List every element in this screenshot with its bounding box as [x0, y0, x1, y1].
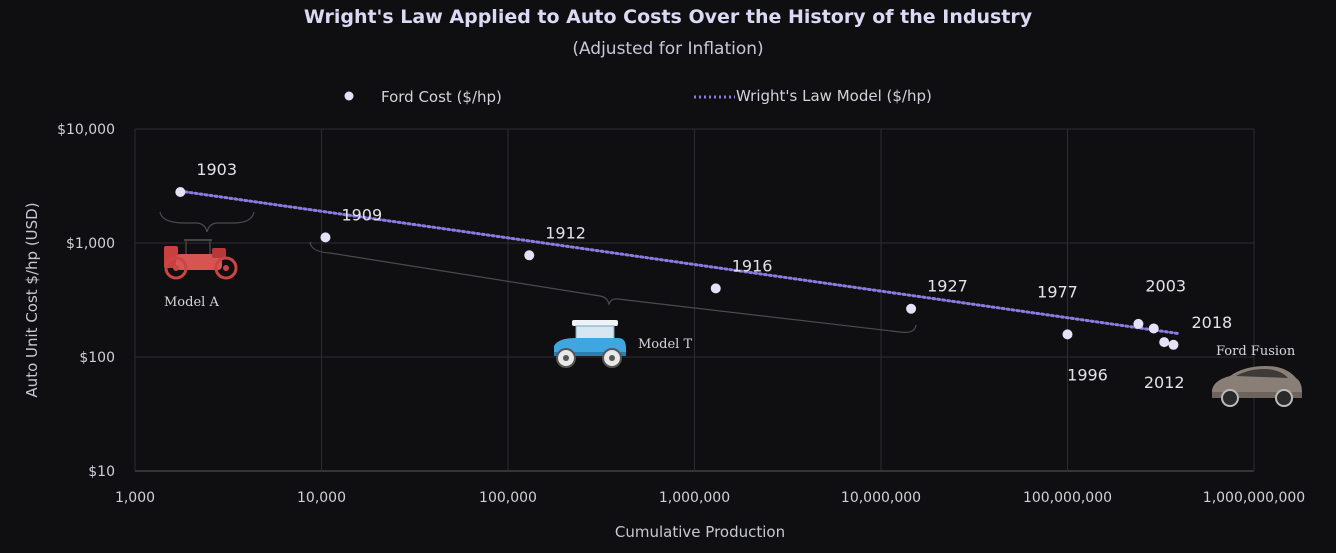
ford-cost-point — [1133, 318, 1144, 329]
y-axis-title: Auto Unit Cost $/hp (USD) — [23, 202, 41, 397]
grid-layer — [134, 128, 1255, 472]
wrights-law-model-line — [178, 189, 1182, 336]
chart-title: Wright's Law Applied to Auto Costs Over … — [304, 6, 1033, 28]
ford-cost-point — [175, 187, 186, 198]
year-annotation: 1903 — [196, 160, 237, 179]
year-annotation: 1916 — [732, 256, 773, 275]
tick-layer: $10 $100 $1,000 $10,000 1,000 10,000 100,000 1,… — [57, 122, 1305, 506]
year-annotation: 2003 — [1145, 276, 1186, 295]
y-tick-label: $10 — [88, 464, 115, 480]
legend-label-ford-cost: Ford Cost ($/hp) — [381, 88, 502, 106]
year-annotation: 2012 — [1144, 373, 1185, 392]
chart-subtitle: (Adjusted for Inflation) — [572, 39, 763, 59]
year-annotation: 1909 — [341, 205, 382, 224]
legend-label-wrights-law: Wright's Law Model ($/hp) — [736, 87, 932, 105]
ford-cost-point — [1159, 337, 1170, 348]
year-annotation: 1912 — [545, 223, 586, 242]
annotation-layer: 1903 1909 1912 1916 1927 1977 1996 2003 2012 2018 — [196, 160, 1232, 392]
model-t-car-icon — [554, 320, 626, 368]
y-tick-label: $10,000 — [57, 122, 115, 138]
year-annotation: 1927 — [927, 277, 968, 296]
ford-cost-point — [1062, 329, 1073, 340]
model-a-label: Model A — [164, 295, 219, 310]
y-tick-label: $100 — [79, 350, 115, 366]
model-line-layer — [178, 189, 1182, 336]
model-t-bracket — [309, 241, 917, 333]
legend-dot-marker — [344, 91, 354, 101]
year-annotation: 1996 — [1067, 365, 1108, 384]
ford-cost-point — [320, 232, 331, 243]
x-tick-label: 1,000 — [115, 490, 155, 506]
ford-cost-point — [1148, 323, 1159, 334]
ford-cost-point — [1168, 339, 1179, 350]
x-tick-label: 1,000,000 — [659, 490, 730, 506]
year-annotation: 2018 — [1191, 313, 1232, 332]
model-a-car-icon — [164, 239, 238, 280]
point-layer — [175, 187, 1179, 350]
x-tick-label: 100,000 — [479, 490, 537, 506]
model-t-label: Model T — [638, 337, 692, 352]
year-annotation: 1977 — [1037, 282, 1078, 301]
x-tick-label: 1,000,000,000 — [1203, 490, 1305, 506]
ford-fusion-label: Ford Fusion — [1216, 344, 1296, 359]
y-tick-label: $1,000 — [66, 236, 115, 252]
x-axis-title: Cumulative Production — [615, 523, 785, 541]
x-tick-label: 10,000,000 — [841, 490, 921, 506]
ford-cost-point — [906, 303, 917, 314]
ford-cost-point — [710, 283, 721, 294]
x-tick-label: 10,000 — [297, 490, 346, 506]
model-a-bracket — [159, 211, 255, 233]
ford-fusion-car-icon — [1212, 366, 1302, 407]
x-tick-label: 100,000,000 — [1023, 490, 1112, 506]
ford-cost-point — [524, 250, 535, 261]
